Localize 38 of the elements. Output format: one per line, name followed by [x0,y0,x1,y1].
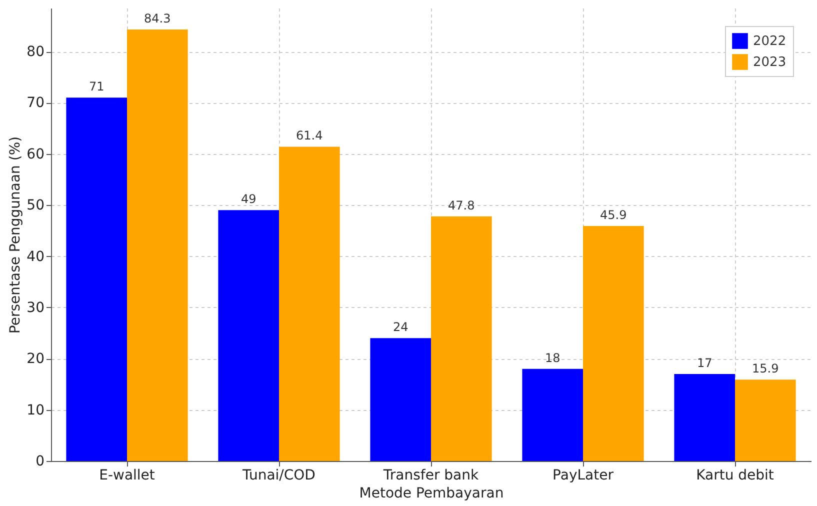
bar [674,374,735,461]
bar [431,216,492,461]
legend-label: 2023 [753,55,786,70]
y-tick-label: 60 [26,146,44,162]
y-axis-title: Persentase Penggunaan (%) [8,136,24,334]
bar [127,30,188,461]
y-tick-label: 50 [26,198,44,214]
x-tick-label: E-wallet [99,468,156,484]
y-tick-label: 10 [26,402,44,418]
data-label: 15.9 [752,362,779,376]
bar [66,98,127,461]
bar [522,368,583,461]
data-label: 49 [240,192,256,206]
bar [583,226,644,461]
x-tick-label: Kartu debit [696,468,774,484]
y-tick-label: 80 [26,44,44,60]
data-label: 84.3 [144,12,171,26]
data-label: 18 [544,350,560,365]
bar [218,210,279,461]
x-tick-label: PayLater [552,468,614,484]
y-tick-label: 20 [26,351,44,368]
data-label: 47.8 [448,198,475,212]
data-label: 71 [88,80,104,94]
bar [735,380,796,461]
x-tick-label: Tunai/COD [242,468,316,484]
bar [279,146,340,461]
legend-label: 2022 [753,34,786,49]
y-tick-label: 40 [26,248,44,265]
bar [370,338,431,461]
data-label: 45.9 [600,208,627,222]
data-label: 17 [696,356,712,370]
y-tick-label: 0 [36,454,44,470]
x-axis-title: Metode Pembayaran [359,486,504,502]
data-label: 61.4 [296,128,323,143]
y-tick-label: 30 [26,300,44,316]
data-label: 24 [392,320,408,334]
y-tick-label: 70 [26,95,44,112]
x-tick-label: Transfer bank [382,468,480,484]
